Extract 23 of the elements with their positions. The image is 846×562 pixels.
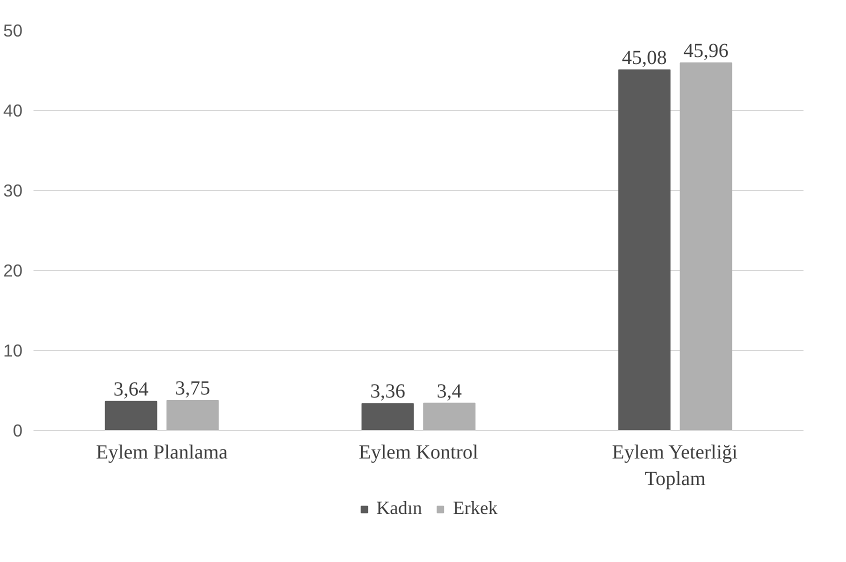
y-tick-label: 30 bbox=[3, 180, 23, 200]
y-tick-label: 40 bbox=[3, 100, 23, 120]
data-label: 3,64 bbox=[114, 378, 149, 400]
bar bbox=[423, 402, 476, 430]
bar bbox=[104, 400, 158, 430]
bar bbox=[166, 400, 219, 430]
legend-label: Erkek bbox=[453, 498, 498, 520]
data-label: 3,36 bbox=[370, 380, 406, 403]
data-label: 3,4 bbox=[436, 380, 462, 402]
bar bbox=[362, 403, 414, 430]
y-tick-label: 0 bbox=[12, 420, 23, 440]
y-tick-label: 50 bbox=[3, 20, 23, 40]
data-label: 3,75 bbox=[175, 378, 210, 400]
x-tick-label: Eylem Yeterliği Toplam bbox=[612, 442, 738, 490]
bar bbox=[618, 69, 671, 430]
legend-label: Kadın bbox=[376, 498, 422, 520]
bar bbox=[680, 62, 732, 430]
data-label: 45,08 bbox=[622, 46, 667, 69]
data-label: 45,96 bbox=[683, 40, 728, 62]
x-tick-label: Eylem Kontrol bbox=[358, 442, 479, 464]
y-tick-label: 10 bbox=[3, 340, 23, 360]
x-tick-label: Eylem Planlama bbox=[96, 442, 228, 464]
y-tick-label: 20 bbox=[3, 260, 23, 280]
